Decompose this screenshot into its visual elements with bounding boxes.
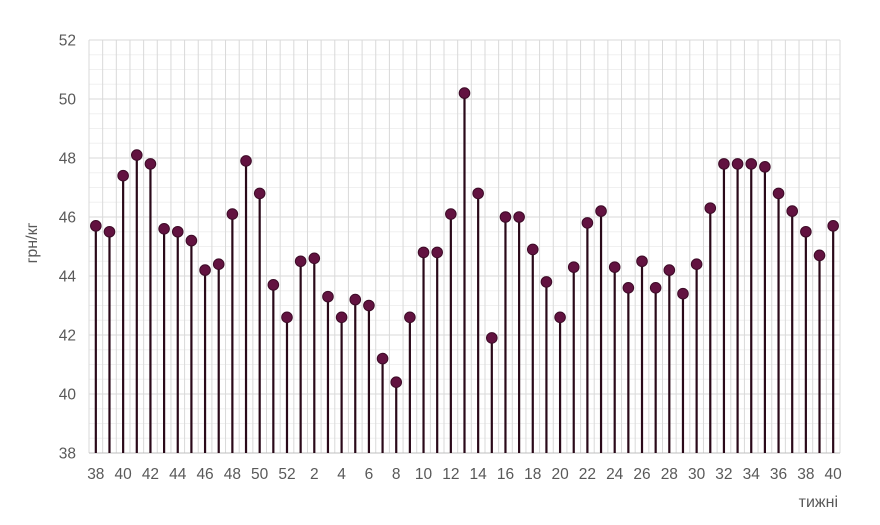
data-point-marker — [90, 220, 102, 232]
data-point-marker — [404, 311, 416, 324]
data-point-marker — [445, 208, 457, 220]
data-point-marker — [417, 246, 430, 259]
data-point-marker — [649, 282, 662, 294]
x-tick-label: 42 — [142, 466, 159, 483]
data-point-marker — [677, 287, 689, 300]
data-point-marker — [526, 243, 539, 256]
x-tick-label: 34 — [743, 466, 761, 483]
data-point-marker — [267, 279, 280, 291]
data-point-marker — [759, 161, 771, 173]
data-point-marker — [554, 311, 566, 324]
data-point-marker — [144, 158, 157, 170]
x-tick-label: 8 — [392, 466, 401, 483]
x-tick-label: 18 — [524, 466, 541, 483]
data-point-marker — [513, 211, 525, 223]
data-point-marker — [294, 255, 307, 268]
data-point-marker — [349, 293, 362, 306]
data-point-marker — [431, 246, 443, 259]
data-point-marker — [322, 290, 334, 303]
x-tick-label: 4 — [337, 466, 346, 483]
x-tick-label: 16 — [497, 466, 514, 483]
data-point-marker — [813, 249, 826, 262]
y-axis-title: грн/кг — [24, 222, 41, 264]
y-tick-label: 44 — [59, 269, 77, 286]
x-tick-label: 30 — [688, 466, 706, 483]
x-tick-label: 20 — [551, 466, 569, 483]
data-point-marker — [745, 158, 758, 170]
x-tick-label: 44 — [169, 466, 187, 483]
data-point-marker — [171, 225, 184, 238]
data-point-marker — [117, 169, 129, 182]
data-point-marker — [595, 205, 607, 217]
y-tick-label: 40 — [59, 387, 77, 404]
data-point-marker — [240, 155, 252, 167]
x-tick-label: 22 — [579, 466, 596, 483]
data-point-marker — [499, 211, 512, 223]
data-point-marker — [281, 311, 293, 324]
x-tick-label: 50 — [251, 466, 269, 483]
x-tick-label: 6 — [365, 466, 374, 483]
data-point-marker — [800, 225, 812, 238]
x-tick-label: 40 — [825, 466, 843, 483]
x-tick-label: 52 — [278, 466, 295, 483]
data-point-marker — [567, 261, 580, 273]
data-point-marker — [581, 217, 594, 229]
x-tick-label: 2 — [310, 466, 319, 483]
x-tick-label: 24 — [606, 466, 624, 483]
data-point-marker — [663, 264, 676, 276]
y-tick-label: 48 — [59, 151, 76, 168]
data-point-marker — [253, 187, 266, 200]
y-tick-label: 50 — [59, 92, 77, 109]
data-point-marker — [731, 158, 744, 170]
x-tick-label: 26 — [633, 466, 650, 483]
y-tick-label: 38 — [59, 446, 76, 463]
x-tick-label: 12 — [442, 466, 459, 483]
y-tick-label: 52 — [59, 33, 76, 50]
data-point-marker — [185, 234, 198, 247]
data-point-marker — [608, 261, 621, 273]
data-point-marker — [376, 352, 389, 365]
data-point-marker — [212, 258, 225, 271]
data-point-marker — [704, 202, 717, 214]
data-point-marker — [622, 282, 635, 294]
x-tick-label: 36 — [770, 466, 787, 483]
data-point-marker — [308, 252, 321, 265]
data-point-marker — [390, 376, 403, 389]
data-point-marker — [772, 187, 785, 200]
x-tick-label: 28 — [661, 466, 678, 483]
x-axis-title: тижні — [798, 494, 838, 511]
data-point-marker — [690, 258, 703, 271]
x-tick-label: 10 — [415, 466, 433, 483]
y-tick-label: 46 — [59, 210, 76, 227]
data-point-marker — [158, 223, 170, 235]
data-point-marker — [786, 205, 799, 217]
data-point-marker — [130, 149, 143, 161]
data-point-marker — [199, 264, 211, 276]
x-tick-label: 32 — [715, 466, 732, 483]
data-point-marker — [827, 220, 839, 232]
x-tick-label: 40 — [115, 466, 133, 483]
data-point-marker — [540, 276, 553, 288]
x-tick-label: 48 — [224, 466, 241, 483]
data-point-marker — [103, 225, 116, 238]
data-point-marker — [363, 299, 375, 312]
data-point-marker — [458, 87, 471, 99]
x-tick-label: 14 — [470, 466, 488, 483]
data-point-marker — [636, 255, 648, 268]
data-point-marker — [472, 187, 484, 200]
y-tick-label: 42 — [59, 328, 76, 345]
data-point-marker — [335, 311, 348, 324]
data-point-marker — [718, 158, 730, 170]
x-tick-label: 38 — [797, 466, 814, 483]
x-tick-label: 38 — [87, 466, 104, 483]
data-point-marker — [486, 332, 498, 344]
data-point-marker — [226, 208, 239, 220]
x-tick-label: 46 — [196, 466, 213, 483]
